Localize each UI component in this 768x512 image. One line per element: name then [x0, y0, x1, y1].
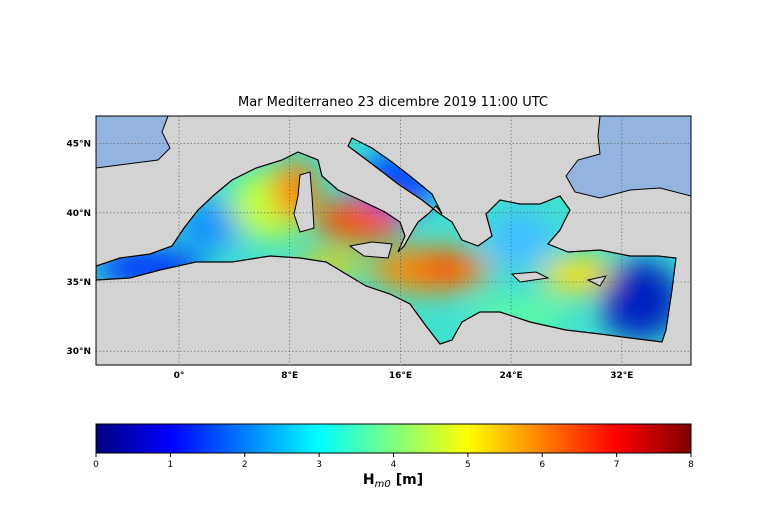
- colorbar-tick-label: 0: [93, 460, 99, 470]
- black-sea: [565, 116, 691, 199]
- map-title: Mar Mediterraneo 23 dicembre 2019 11:00 …: [238, 95, 548, 110]
- cyprus: [586, 275, 608, 287]
- y-tick-label: 30°N: [66, 347, 91, 357]
- colorbar-tick-label: 1: [168, 460, 174, 470]
- colorbar-tick-label: 5: [465, 460, 471, 470]
- colorbar-tick-label: 6: [539, 460, 545, 470]
- coastline: [96, 137, 677, 345]
- x-tick-label: 24°E: [500, 371, 523, 381]
- x-tick-label: 16°E: [389, 371, 412, 381]
- y-tick-label: 40°N: [66, 209, 91, 219]
- crete: [510, 271, 550, 283]
- colorbar-tick-label: 2: [242, 460, 248, 470]
- colorbar-tick-label: 3: [316, 460, 322, 470]
- x-tick-label: 32°E: [610, 371, 633, 381]
- colorbar-tick-label: 4: [391, 460, 397, 470]
- y-tick-label: 45°N: [66, 140, 91, 150]
- colorbar-tick-label: 7: [614, 460, 620, 470]
- x-tick-label: 0°: [174, 371, 185, 381]
- corsica-sardinia: [293, 171, 315, 233]
- colorbar-label: Hm0 [m]: [363, 472, 423, 490]
- map-frame: [95, 115, 692, 366]
- sicily: [348, 241, 393, 259]
- y-tick-label: 35°N: [66, 278, 91, 288]
- map-area: [96, 116, 691, 365]
- colorbar-tick-label: 8: [688, 460, 694, 470]
- atlantic: [96, 116, 171, 169]
- colorbar: [95, 423, 692, 454]
- x-tick-label: 8°E: [281, 371, 298, 381]
